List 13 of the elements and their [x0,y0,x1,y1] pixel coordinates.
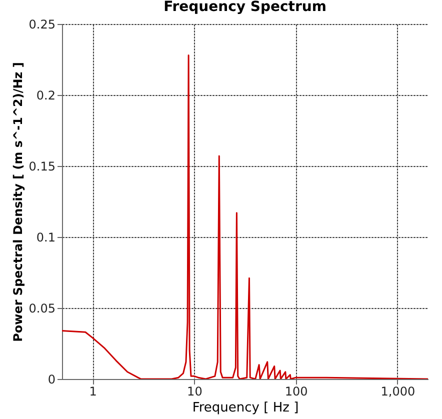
x-tick-label: 1 [89,384,97,398]
y-tick-label: 0.15 [28,160,56,174]
y-tick-label: 0.2 [36,88,56,102]
y-axis-title: Power Spectral Density [ (m s^-1^2)/Hz ] [10,62,25,342]
chart-title: Frequency Spectrum [164,0,326,15]
y-tick-label: 0.1 [36,230,56,244]
y-tick-label: 0.05 [28,302,56,316]
y-tick-label: 0 [48,372,56,386]
x-tick-label: 10 [187,384,202,398]
y-tick-label: 0.25 [28,18,56,32]
x-tick-label: 100 [284,384,308,398]
x-tick-label: 1,000 [380,384,416,398]
x-axis-title: Frequency [ Hz ] [192,400,299,416]
